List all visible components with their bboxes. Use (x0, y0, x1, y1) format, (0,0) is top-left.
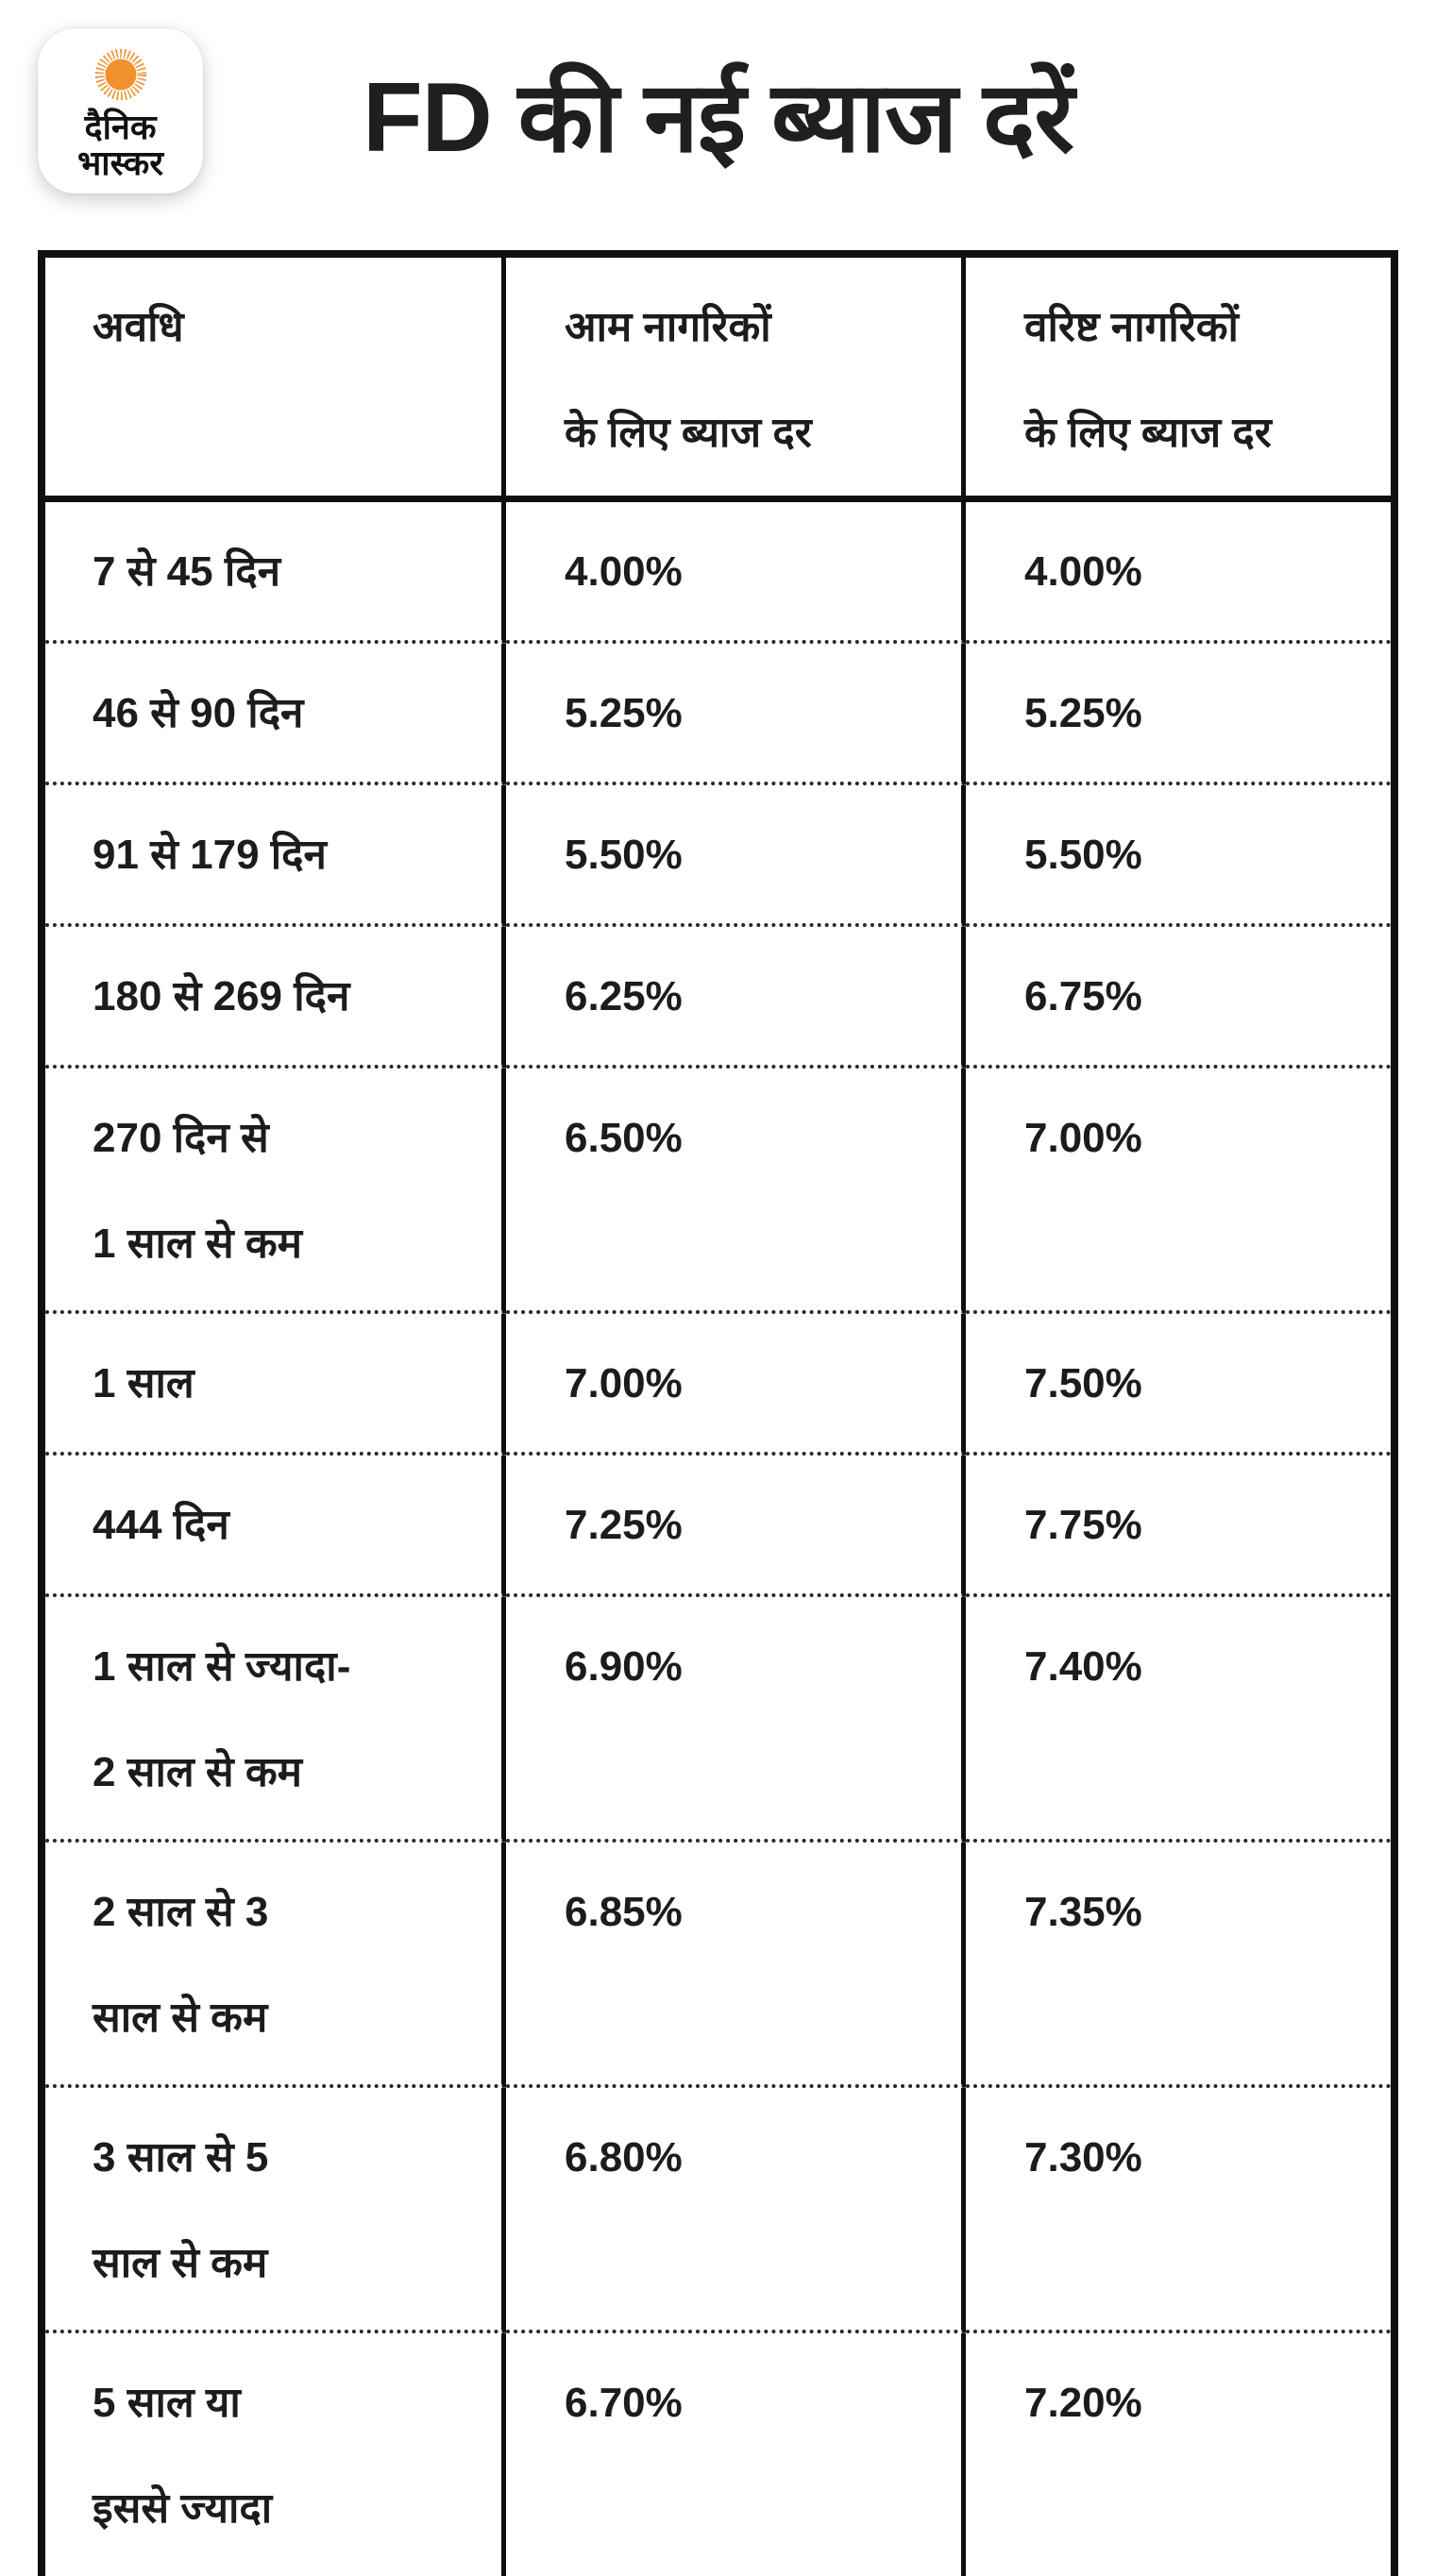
period-cell: 1 साल से ज्यादा- 2 साल से कम (45, 1597, 506, 1843)
period-cell: 7 से 45 दिन (45, 502, 506, 644)
senior-rate-cell: 7.40% (966, 1597, 1391, 1843)
senior-rate-cell: 6.75% (966, 927, 1391, 1069)
table-row: 7 से 45 दिन 4.00% 4.00% (45, 502, 1391, 644)
header-cell-period: अवधि (45, 258, 506, 502)
senior-rate-cell: 5.50% (966, 785, 1391, 927)
period-cell: 444 दिन (45, 1456, 506, 1597)
regular-rate-cell: 4.00% (506, 502, 966, 644)
regular-rate-cell: 5.25% (506, 644, 966, 785)
sun-icon (94, 48, 146, 101)
table-row: 180 से 269 दिन 6.25% 6.75% (45, 927, 1391, 1069)
logo-text-line2: भास्कर (76, 143, 163, 182)
masthead: दैनिक भास्कर FD की नई ब्याज दरें (0, 0, 1436, 250)
period-cell: 2 साल से 3 साल से कम (45, 1843, 506, 2088)
table-header-row: अवधि आम नागरिकों के लिए ब्याज दर वरिष्ट … (45, 258, 1391, 502)
page-title: FD की नई ब्याज दरें (363, 63, 1074, 173)
logo-text: दैनिक भास्कर (77, 109, 163, 180)
table-row: 270 दिन से 1 साल से कम 6.50% 7.00% (45, 1069, 1391, 1314)
regular-rate-cell: 6.50% (506, 1069, 966, 1314)
senior-rate-cell: 7.20% (1024, 2380, 1142, 2426)
dainik-bhaskar-logo: दैनिक भास्कर (38, 28, 203, 194)
regular-rate-cell: 6.70% (506, 2333, 966, 2576)
fd-rates-table: अवधि आम नागरिकों के लिए ब्याज दर वरिष्ट … (38, 250, 1398, 2576)
period-cell: 46 से 90 दिन (45, 644, 506, 785)
table-row: 5 साल या इससे ज्यादा 6.70% 7.20% (45, 2333, 1391, 2576)
table-row: 46 से 90 दिन 5.25% 5.25% (45, 644, 1391, 785)
table-row: 1 साल से ज्यादा- 2 साल से कम 6.90% 7.40% (45, 1597, 1391, 1843)
period-cell: 5 साल या इससे ज्यादा (45, 2333, 506, 2576)
table-row: 1 साल 7.00% 7.50% (45, 1314, 1391, 1456)
regular-rate-cell: 6.25% (506, 927, 966, 1069)
regular-rate-cell: 7.00% (506, 1314, 966, 1456)
table-row: 444 दिन 7.25% 7.75% (45, 1456, 1391, 1597)
period-cell: 1 साल (45, 1314, 506, 1456)
header-cell-regular-rate: आम नागरिकों के लिए ब्याज दर (506, 258, 966, 502)
senior-rate-cell: 7.75% (966, 1456, 1391, 1597)
regular-rate-cell: 6.90% (506, 1597, 966, 1843)
senior-rate-cell: 7.30% (966, 2088, 1391, 2333)
period-cell: 3 साल से 5 साल से कम (45, 2088, 506, 2333)
senior-rate-cell: 7.00% (966, 1069, 1391, 1314)
regular-rate-cell: 6.80% (506, 2088, 966, 2333)
senior-rate-cell: 7.35% (966, 1843, 1391, 2088)
regular-rate-cell: 5.50% (506, 785, 966, 927)
senior-rate-cell: 7.50% (966, 1314, 1391, 1456)
table-body: 7 से 45 दिन 4.00% 4.00% 46 से 90 दिन 5.25% 5.… (45, 502, 1391, 2576)
regular-rate-cell: 6.85% (506, 1843, 966, 2088)
period-cell: 91 से 179 दिन (45, 785, 506, 927)
period-cell: 270 दिन से 1 साल से कम (45, 1069, 506, 1314)
regular-rate-cell: 7.25% (506, 1456, 966, 1597)
table-row: 91 से 179 दिन 5.50% 5.50% (45, 785, 1391, 927)
senior-rate-cell: 5.25% (966, 644, 1391, 785)
header-cell-senior-rate: वरिष्ट नागरिकों के लिए ब्याज दर (966, 258, 1391, 502)
senior-rate-cell: 4.00% (966, 502, 1391, 644)
period-cell: 180 से 269 दिन (45, 927, 506, 1069)
table-row: 3 साल से 5 साल से कम 6.80% 7.30% (45, 2088, 1391, 2333)
logo-text-line1: दैनिक (84, 108, 157, 147)
table-row: 2 साल से 3 साल से कम 6.85% 7.35% (45, 1843, 1391, 2088)
